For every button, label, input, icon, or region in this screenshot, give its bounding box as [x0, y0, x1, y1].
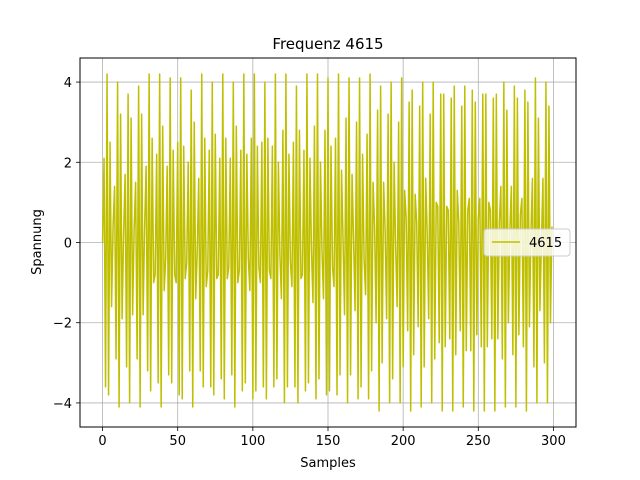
- x-tick-label: 300: [541, 434, 566, 449]
- legend-label-4615: 4615: [529, 236, 562, 251]
- x-tick-label: 50: [169, 434, 186, 449]
- series-layer: [101, 73, 553, 412]
- x-axis-label: Samples: [300, 456, 356, 471]
- x-tick-label: 100: [240, 434, 265, 449]
- legend-box: [483, 228, 571, 257]
- y-axis-ticks: −4 −2 0 2 4: [53, 76, 80, 412]
- series-line-4615: [101, 73, 553, 412]
- y-tick-label: 4: [64, 76, 72, 91]
- y-tick-label: 2: [64, 156, 72, 171]
- x-tick-label: 200: [391, 434, 416, 449]
- x-axis-ticks: 0 50 100 150 200 250 300: [98, 427, 566, 449]
- y-tick-label: −4: [53, 397, 72, 412]
- y-axis-label: Spannung: [30, 209, 45, 275]
- x-tick-label: 250: [466, 434, 491, 449]
- y-tick-label: −2: [53, 317, 72, 332]
- chart-title: Frequenz 4615: [272, 35, 383, 53]
- legend: 4615: [483, 228, 571, 257]
- y-tick-label: 0: [64, 237, 72, 252]
- x-tick-label: 150: [316, 434, 341, 449]
- x-tick-label: 0: [98, 434, 106, 449]
